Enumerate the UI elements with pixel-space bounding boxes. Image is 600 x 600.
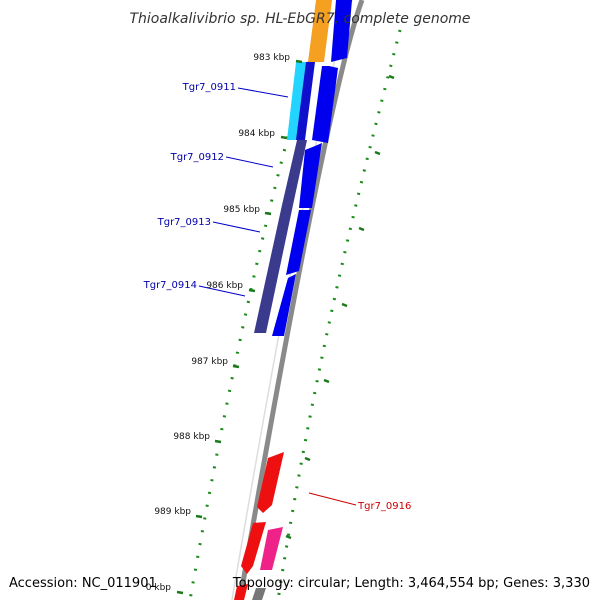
gene-track — [234, 0, 352, 600]
tick-label-983: 983 kbp — [253, 53, 290, 63]
gene-grey — [252, 588, 266, 600]
gene-blue-0 — [331, 0, 352, 62]
gene-blue-2 — [299, 143, 322, 208]
gene-label-tgr7-0914[interactable]: Tgr7_0914 — [143, 280, 197, 291]
gene-blue-1 — [312, 66, 338, 143]
gene-red-2 — [234, 584, 248, 600]
gene-red-1 — [241, 522, 266, 574]
backbone-arc-outer — [237, 0, 365, 600]
gene-navy-1 — [282, 140, 307, 205]
gene-label-tgr7-0916[interactable]: Tgr7_0916 — [357, 501, 411, 512]
gene-blue-3 — [286, 210, 311, 275]
topology-text: Topology: circular; Length: 3,464,554 bp… — [232, 576, 590, 591]
tick-label-989: 989 kbp — [154, 507, 191, 517]
gene-red-0 — [257, 452, 284, 513]
leader-lines — [198, 87, 357, 506]
outer-ring-major-ticks — [285, 74, 395, 540]
gene-orange — [308, 0, 332, 62]
tick-label-988: 988 kbp — [173, 432, 210, 442]
inner-dotted-ring — [188, 0, 332, 600]
tick-label-0: 0 kbp — [146, 583, 172, 593]
gene-pink — [260, 527, 283, 570]
gene-navy-2 — [254, 205, 293, 333]
tick-label-985: 985 kbp — [223, 205, 260, 215]
gene-cyan — [287, 62, 306, 140]
tick-label-986: 986 kbp — [206, 281, 243, 291]
gene-blue-4 — [272, 274, 296, 336]
gene-navy-0 — [295, 62, 315, 140]
gene-label-tgr7-0911[interactable]: Tgr7_0911 — [182, 82, 236, 93]
gene-label-tgr7-0912[interactable]: Tgr7_0912 — [170, 152, 224, 163]
accession-text: Accession: NC_011901 — [9, 576, 157, 591]
tick-label-987: 987 kbp — [191, 357, 228, 367]
gene-label-tgr7-0913[interactable]: Tgr7_0913 — [157, 217, 211, 228]
map-title: Thioalkalivibrio sp. HL-EbGR7, complete … — [129, 11, 470, 27]
inner-ring-ticks — [176, 59, 303, 595]
tick-label-984: 984 kbp — [238, 129, 275, 139]
